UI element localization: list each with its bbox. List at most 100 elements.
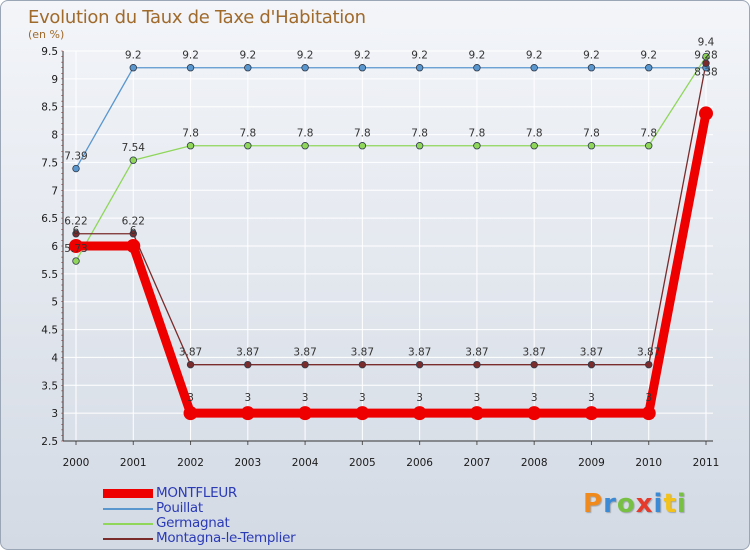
point-germagnat bbox=[358, 142, 367, 150]
data-label-pouillat: 9.2 bbox=[411, 50, 428, 62]
point-pouillat bbox=[587, 64, 596, 72]
y-tick-label: 6 bbox=[51, 241, 58, 253]
data-label-pouillat: 9.2 bbox=[526, 50, 543, 62]
y-tick-label: 3 bbox=[51, 408, 58, 420]
x-tick-label: 2011 bbox=[693, 457, 720, 469]
logo-letter: x bbox=[635, 489, 654, 519]
point-montfleur bbox=[298, 406, 313, 421]
point-montfleur bbox=[641, 406, 656, 421]
legend-swatch-montagna bbox=[103, 538, 153, 540]
data-label-pouillat: 9.2 bbox=[239, 50, 256, 62]
data-label-montagna-le-templier: 3.87 bbox=[637, 347, 660, 359]
series-line-pouillat bbox=[75, 67, 707, 170]
point-montfleur bbox=[240, 406, 255, 421]
logo-letter: P bbox=[583, 489, 604, 519]
point-montfleur bbox=[527, 406, 542, 421]
x-tick-label: 2007 bbox=[464, 457, 491, 469]
point-pouillat bbox=[415, 64, 424, 72]
data-label-montfleur: 3 bbox=[531, 392, 538, 404]
point-montagna-le-templier bbox=[244, 360, 252, 369]
point-montfleur bbox=[69, 239, 83, 253]
data-label-germagnat: 7.8 bbox=[354, 128, 371, 140]
point-germagnat bbox=[473, 142, 481, 150]
data-label-germagnat: 7.8 bbox=[182, 128, 199, 140]
y-tick-label: 4 bbox=[51, 352, 58, 364]
point-pouillat bbox=[645, 64, 653, 72]
y-tick-label: 4.5 bbox=[41, 325, 58, 337]
y-tick-label: 5.5 bbox=[41, 269, 58, 281]
y-tick-label: 2.5 bbox=[41, 436, 58, 448]
point-germagnat bbox=[415, 142, 424, 150]
point-montagna-le-templier bbox=[530, 360, 538, 369]
logo-letter: o bbox=[616, 489, 636, 519]
logo-letter: t bbox=[663, 489, 677, 519]
data-label-montagna-le-templier: 3.87 bbox=[236, 347, 259, 359]
point-montagna-le-templier bbox=[415, 360, 424, 369]
data-label-germagnat: 7.8 bbox=[583, 128, 600, 140]
grid bbox=[63, 50, 713, 442]
chart-title: Evolution du Taux de Taxe d'Habitation bbox=[28, 7, 366, 28]
legend-swatch-montfleur bbox=[103, 489, 153, 498]
data-label-montfleur: 3 bbox=[244, 392, 251, 404]
legend-label-montfleur: MONTFLEUR bbox=[156, 485, 237, 501]
point-pouillat bbox=[301, 64, 309, 72]
data-label-montfleur: 3 bbox=[474, 392, 481, 404]
data-label-pouillat: 9.2 bbox=[640, 50, 657, 62]
point-germagnat bbox=[186, 142, 195, 150]
y-tick-label: 8 bbox=[51, 130, 58, 142]
y-tick-label: 9.5 bbox=[41, 46, 58, 58]
data-label-pouillat: 9.2 bbox=[583, 50, 600, 62]
point-pouillat bbox=[129, 64, 137, 72]
y-tick-label: 3.5 bbox=[41, 380, 58, 392]
data-label-montagna-le-templier: 3.87 bbox=[522, 347, 545, 359]
logo-letter: i bbox=[676, 489, 687, 519]
x-tick-label: 2009 bbox=[578, 457, 605, 469]
x-tick-label: 2003 bbox=[234, 457, 261, 469]
data-label-germagnat: 7.8 bbox=[239, 128, 256, 140]
point-germagnat bbox=[587, 142, 596, 150]
point-pouillat bbox=[358, 64, 367, 72]
point-montagna-le-templier bbox=[587, 360, 596, 369]
point-montagna-le-templier bbox=[358, 360, 367, 369]
y-tick-label: 7 bbox=[51, 185, 58, 197]
data-label-germagnat: 7.8 bbox=[640, 128, 657, 140]
data-label-pouillat: 9.2 bbox=[297, 50, 314, 62]
point-germagnat bbox=[530, 142, 538, 150]
x-tick-label: 2001 bbox=[120, 457, 147, 469]
point-montagna-le-templier bbox=[72, 230, 80, 238]
legend-label-germagnat: Germagnat bbox=[156, 515, 230, 531]
x-tick-label: 2005 bbox=[349, 457, 376, 469]
legend-swatch-pouillat bbox=[103, 508, 153, 510]
point-montfleur bbox=[584, 406, 599, 421]
data-label-montfleur: 8.38 bbox=[694, 66, 717, 78]
data-label-germagnat: 5.73 bbox=[64, 243, 87, 255]
logo-letter: i bbox=[653, 489, 664, 519]
data-labels: 7.39 9.2 9.2 9.2 9.2 9.2 9.2 9.2 9.2 9.2 9.2 5.73 7.… bbox=[64, 37, 717, 405]
data-label-pouillat: 9.2 bbox=[125, 50, 142, 62]
data-label-montagna-le-templier: 3.87 bbox=[179, 347, 202, 359]
data-label-pouillat: 9.2 bbox=[469, 50, 486, 62]
data-label-montagna-le-templier: 9.28 bbox=[694, 49, 717, 61]
logo-letter: r bbox=[603, 489, 617, 519]
x-tick-label: 2008 bbox=[521, 457, 548, 469]
data-label-montfleur: 3 bbox=[588, 392, 595, 404]
point-germagnat bbox=[129, 156, 137, 164]
point-pouillat bbox=[244, 64, 252, 72]
data-label-montagna-le-templier: 3.87 bbox=[408, 347, 431, 359]
point-montagna-le-templier bbox=[645, 360, 653, 369]
y-tick-label: 9 bbox=[51, 74, 58, 86]
legend-swatch-germagnat bbox=[103, 523, 153, 525]
data-label-montfleur: 3 bbox=[302, 392, 309, 404]
data-label-montfleur: 3 bbox=[359, 392, 366, 404]
data-label-germagnat: 7.54 bbox=[122, 142, 146, 154]
point-germagnat bbox=[301, 142, 309, 150]
data-label-montfleur: 3 bbox=[416, 392, 423, 404]
data-label-pouillat: 9.2 bbox=[354, 50, 371, 62]
x-tick-label: 2010 bbox=[635, 457, 662, 469]
y-tick-label: 6.5 bbox=[41, 213, 58, 225]
legend-label-montagna: Montagna-le-Templier bbox=[156, 530, 296, 546]
data-label-montagna-le-templier: 3.87 bbox=[580, 347, 603, 359]
y-tick-label: 8.5 bbox=[41, 102, 58, 114]
data-points bbox=[69, 52, 713, 421]
data-label-montfleur: 6 bbox=[73, 225, 80, 237]
